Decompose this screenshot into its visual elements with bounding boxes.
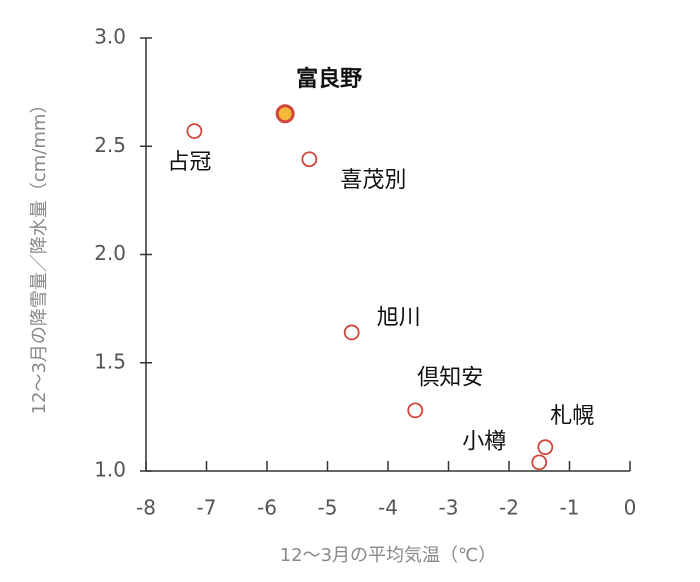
y-tick-label: 3.0: [94, 25, 126, 49]
point: [343, 324, 360, 341]
point-label: 富良野: [296, 66, 362, 92]
point-label: 占冠: [167, 150, 211, 175]
point-label: 倶知安: [417, 365, 483, 390]
x-tick-label: -8: [136, 496, 156, 520]
x-axis-title: 12～3月の平均気温（℃）: [280, 545, 497, 566]
point: [301, 151, 318, 168]
x-tick-label: -5: [318, 496, 338, 520]
y-tick-label: 1.5: [94, 349, 126, 373]
point: [531, 454, 548, 471]
x-tick-label: -3: [439, 496, 459, 520]
x-tick-label: 0: [624, 496, 637, 520]
x-tick-label: -2: [499, 496, 519, 520]
point-label: 旭川: [377, 305, 421, 330]
point-label: 札幌: [550, 404, 594, 429]
y-tick-label: 1.0: [94, 458, 126, 482]
point-label: 小樽: [462, 429, 506, 454]
y-tick-label: 2.5: [94, 133, 126, 157]
x-tick-label: -7: [197, 496, 217, 520]
y-tick-label: 2.0: [94, 241, 126, 265]
point: [407, 402, 424, 419]
point: [275, 104, 295, 124]
point: [537, 439, 554, 456]
x-tick-label: -6: [257, 496, 277, 520]
y-axis-title: 12～3月の降雪量／降水量（cm/mm）: [29, 96, 50, 415]
point: [186, 123, 203, 139]
point-label: 喜茂別: [340, 168, 406, 193]
x-tick-label: -4: [378, 496, 398, 520]
x-tick-label: -1: [560, 496, 580, 520]
